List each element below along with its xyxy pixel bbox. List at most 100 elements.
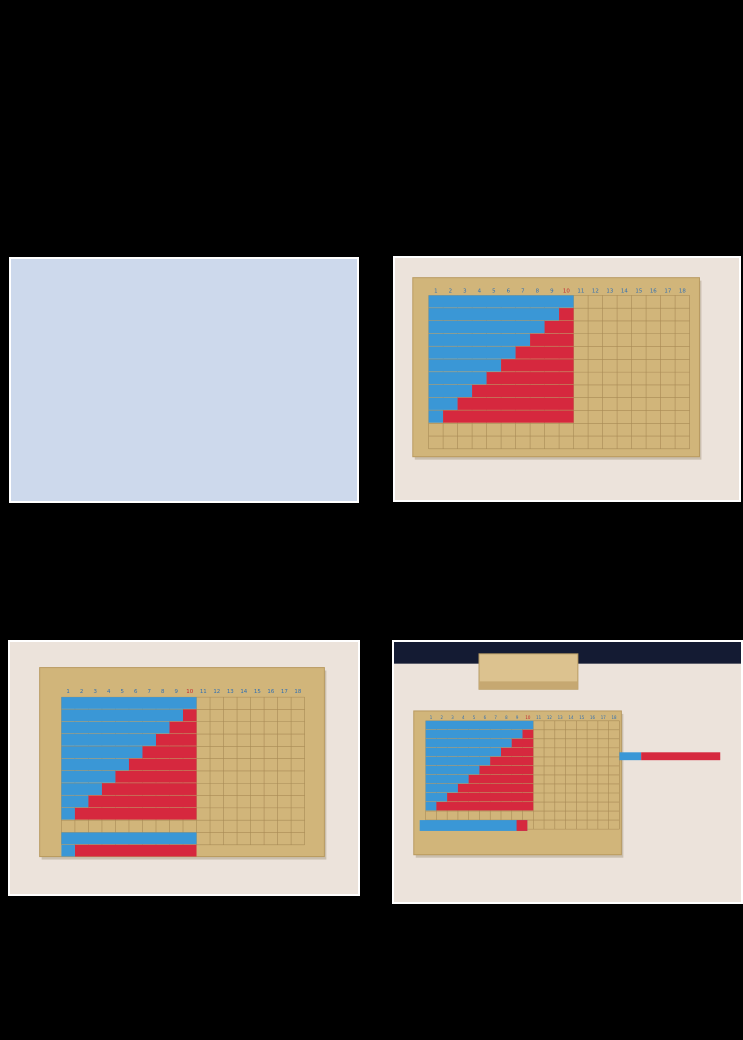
header-number: 1 (430, 715, 433, 720)
blue-bead-strip (425, 793, 448, 802)
header-number: 2 (80, 689, 83, 695)
red-bead-strip (559, 308, 574, 321)
blue-bead-strip (61, 795, 89, 808)
red-bead-strip (457, 397, 574, 410)
blue-bead-strip (61, 807, 75, 820)
red-bead-strip (115, 770, 197, 783)
header-number: 12 (213, 689, 220, 695)
blue-bead-strip (428, 346, 516, 359)
header-number: 14 (621, 288, 628, 294)
header-number: 12 (592, 288, 599, 294)
blue-bead-strip (428, 333, 531, 346)
header-number: 3 (93, 689, 96, 695)
blue-bead-strip (419, 820, 528, 831)
header-number: 6 (507, 288, 511, 294)
photo-placeholder (9, 257, 359, 503)
header-number: 18 (294, 689, 301, 695)
header-number: 11 (200, 689, 207, 695)
photo-staircase-strip: 1 2 3 4 5 6 7 8 9 10 11 12 13 14 15 16 17 18 (8, 640, 360, 896)
red-bead-strip (447, 793, 534, 802)
header-number: 4 (107, 689, 111, 695)
header-number: 10 (186, 689, 193, 695)
blue-bead-strip (425, 783, 458, 793)
red-bead-strip (522, 729, 534, 739)
blue-bead-strip (61, 758, 129, 771)
header-number: 2 (449, 288, 452, 294)
red-bead-strip (641, 752, 721, 761)
red-bead-strip (88, 795, 197, 808)
header-number: 6 (484, 715, 487, 720)
photo-staircase-board: 1 2 3 4 5 6 7 8 9 10 11 12 13 14 15 16 17 18 (393, 256, 741, 502)
blue-bead-strip (61, 697, 197, 709)
blue-bead-strip (428, 410, 444, 423)
header-number: 9 (175, 689, 179, 695)
header-number: 18 (612, 715, 618, 720)
header-number: 17 (664, 288, 671, 294)
header-number: 11 (577, 288, 584, 294)
blue-bead-strip (425, 765, 480, 775)
red-bead-strip (544, 320, 574, 334)
header-number: 9 (550, 288, 554, 294)
header-number: 8 (161, 689, 165, 695)
header-number: 6 (134, 689, 138, 695)
red-bead-strip (183, 709, 197, 722)
photo-staircase-box: 1 2 3 4 5 6 7 8 9 10 11 12 13 14 15 16 17 18 (392, 640, 743, 904)
red-bead-strip (443, 410, 574, 423)
blue-bead-strip (61, 746, 143, 759)
blue-bead-strip (61, 832, 197, 845)
wooden-box-side (479, 681, 578, 690)
photo-3-image: 1 2 3 4 5 6 7 8 9 10 11 12 13 14 15 16 17 18 (10, 642, 358, 894)
red-bead-strip (486, 372, 574, 385)
header-number: 2 (441, 715, 444, 720)
blue-bead-strip (61, 770, 116, 783)
photo-4-image: 1 2 3 4 5 6 7 8 9 10 11 12 13 14 15 16 17 18 (394, 642, 741, 902)
red-bead-strip (468, 774, 534, 784)
header-number: 7 (148, 689, 151, 695)
blue-bead-strip (428, 384, 473, 398)
red-bead-strip (457, 783, 534, 793)
header-number: 15 (635, 288, 642, 294)
header-number: 4 (462, 715, 465, 720)
header-number: 11 (536, 715, 542, 720)
header-number: 15 (254, 689, 261, 695)
red-bead-strip (516, 820, 528, 831)
blue-bead-strip (425, 774, 469, 784)
header-number: 17 (601, 715, 607, 720)
header-number: 13 (606, 288, 613, 294)
blue-bead-strip (619, 752, 642, 761)
red-bead-strip (501, 359, 574, 372)
red-bead-strip (155, 734, 197, 746)
blue-bead-strip (425, 720, 534, 730)
header-number: 16 (650, 288, 657, 294)
red-bead-strip (490, 756, 534, 766)
header-number: 16 (590, 715, 596, 720)
header-number: 9 (516, 715, 519, 720)
blue-bead-strip (425, 756, 491, 766)
header-number: 18 (679, 288, 686, 294)
header-number: 17 (281, 689, 288, 695)
photo-2-image: 1 2 3 4 5 6 7 8 9 10 11 12 13 14 15 16 17 18 (395, 258, 739, 500)
red-bead-strip (472, 384, 574, 398)
blue-bead-strip (61, 734, 156, 746)
blue-bead-strip (425, 729, 523, 739)
header-number: 8 (536, 288, 540, 294)
header-number: 5 (120, 689, 123, 695)
red-bead-strip (74, 844, 197, 857)
header-number: 4 (478, 288, 482, 294)
header-number: 7 (494, 715, 497, 720)
header-number: 1 (434, 288, 437, 294)
header-number: 13 (558, 715, 564, 720)
header-number: 15 (579, 715, 585, 720)
red-bead-strip (479, 765, 534, 775)
header-number: 10 (563, 288, 570, 294)
blue-bead-strip (428, 320, 545, 334)
header-number: 14 (240, 689, 247, 695)
blue-bead-strip (428, 372, 487, 385)
header-number: 16 (267, 689, 274, 695)
header-number: 7 (521, 288, 524, 294)
header-number: 12 (547, 715, 553, 720)
blue-bead-strip (425, 802, 437, 811)
red-bead-strip (436, 802, 534, 811)
blue-bead-strip (61, 844, 75, 857)
red-bead-strip (169, 721, 197, 734)
